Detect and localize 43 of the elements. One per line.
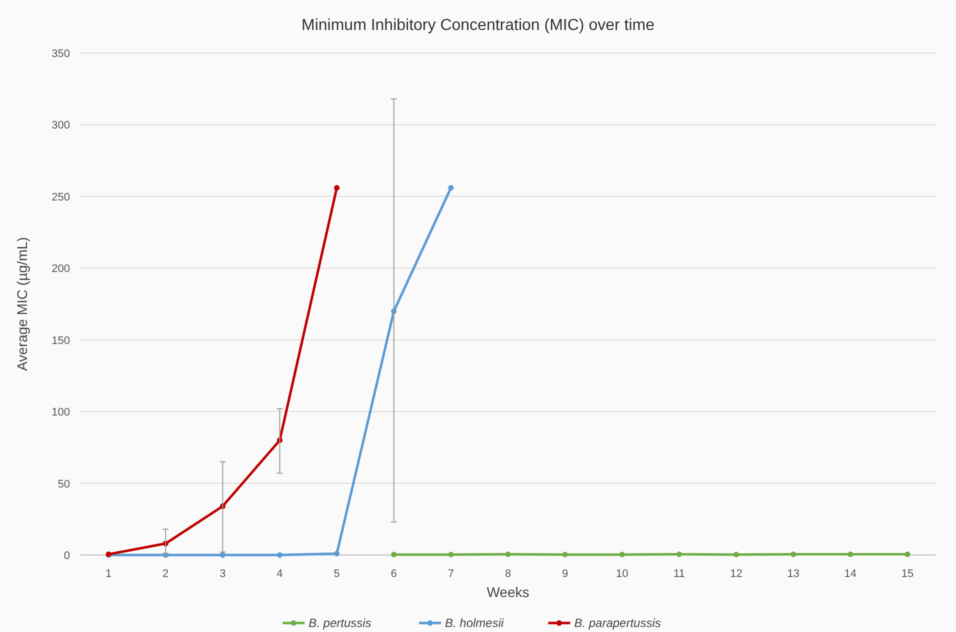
point — [448, 552, 454, 558]
x-tick-label: 15 — [901, 568, 914, 580]
x-tick-label: 8 — [504, 568, 512, 580]
x-tick-label: 2 — [162, 568, 169, 580]
x-tick-label: 3 — [220, 568, 226, 580]
y-tick-label: 300 — [52, 120, 70, 132]
y-tick-label: 0 — [64, 550, 70, 562]
point — [848, 551, 854, 558]
x-tick-label: 14 — [844, 568, 857, 580]
point — [562, 552, 568, 558]
y-tick-label: 50 — [58, 478, 70, 490]
y-tick-label: 250 — [52, 191, 70, 204]
x-tick-label: 4 — [276, 568, 283, 580]
x-tick-label: 12 — [730, 568, 742, 580]
point — [505, 551, 511, 558]
x-tick-label: 10 — [616, 568, 628, 580]
x-tick-label: 13 — [787, 568, 800, 580]
point — [276, 552, 283, 558]
y-tick-label: 150 — [52, 334, 70, 347]
point — [904, 551, 910, 558]
point — [334, 550, 340, 556]
point — [391, 552, 397, 558]
point — [448, 185, 454, 191]
point — [676, 551, 682, 558]
y-tick-label: 100 — [52, 406, 70, 419]
x-axis-title: Weeks — [486, 584, 530, 600]
legend-label: B. pertussis — [308, 616, 372, 630]
y-tick-label: 350 — [52, 48, 70, 60]
point — [334, 185, 340, 191]
chart-title: Minimum Inhibitory Concentration (MIC) over time — [302, 17, 655, 34]
point — [733, 552, 740, 558]
legend-label: B. parapertussis — [574, 616, 661, 630]
x-tick-label: 1 — [105, 568, 112, 580]
legend-label: B. holmesii — [445, 616, 504, 630]
x-tick-label: 9 — [562, 568, 568, 580]
x-tick-label: 11 — [673, 568, 685, 580]
x-tick-label: 7 — [448, 568, 454, 580]
x-tick-label: 6 — [390, 568, 397, 580]
x-tick-label: 5 — [334, 568, 340, 580]
y-tick-label: 200 — [52, 263, 70, 276]
point — [619, 552, 625, 558]
y-axis-title: Average MIC (µg/mL) — [14, 237, 30, 371]
point — [790, 551, 796, 558]
